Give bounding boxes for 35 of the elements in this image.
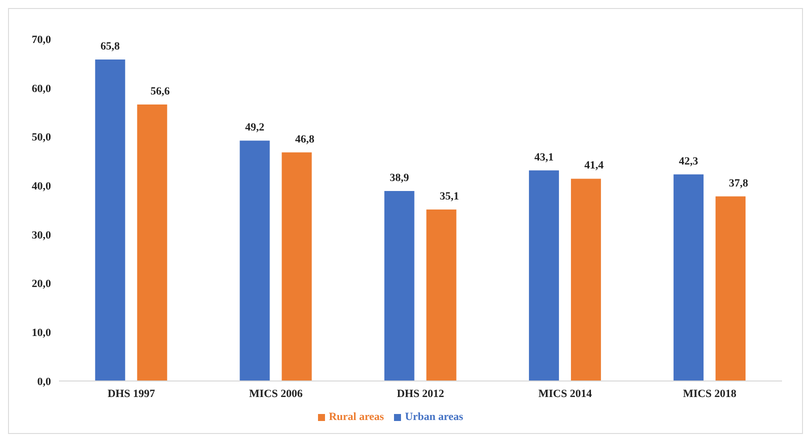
bar <box>426 210 456 381</box>
y-tick-label: 10,0 <box>32 327 52 340</box>
x-tick-label: DHS 2012 <box>396 388 445 400</box>
data-label: 56,6 <box>150 85 170 98</box>
bar <box>384 190 414 381</box>
legend-label: Urban areas <box>404 411 464 423</box>
y-tick-label: 70,0 <box>32 34 52 46</box>
y-tick-label: 40,0 <box>32 180 52 192</box>
data-label: 43,1 <box>534 151 554 164</box>
bar <box>95 60 126 381</box>
data-label: 49,2 <box>245 122 265 134</box>
data-label: 46,8 <box>295 133 315 146</box>
data-label: 41,4 <box>584 160 604 172</box>
legend-label: Rural areas <box>328 411 384 423</box>
bar <box>674 174 704 381</box>
data-label: 38,9 <box>390 172 410 184</box>
x-tick-label: MICS 2014 <box>538 388 592 400</box>
bar <box>528 170 559 381</box>
bar <box>240 140 270 381</box>
x-tick-label: MICS 2018 <box>682 388 737 400</box>
y-tick-label: 30,0 <box>32 229 52 242</box>
y-tick-label: 50,0 <box>32 132 52 144</box>
bar <box>137 104 168 381</box>
bar <box>570 178 601 381</box>
data-label: 65,8 <box>100 40 120 53</box>
y-tick-label: 60,0 <box>32 82 52 95</box>
data-label: 35,1 <box>440 190 459 203</box>
x-tick-label: DHS 1997 <box>108 388 156 400</box>
data-label: 42,3 <box>678 155 699 168</box>
y-tick-label: 0,0 <box>37 376 52 388</box>
bar <box>282 152 312 381</box>
x-tick-label: MICS 2006 <box>249 388 304 400</box>
data-label: 37,8 <box>728 177 749 190</box>
y-tick-label: 20,0 <box>32 278 52 290</box>
bar <box>716 196 746 381</box>
